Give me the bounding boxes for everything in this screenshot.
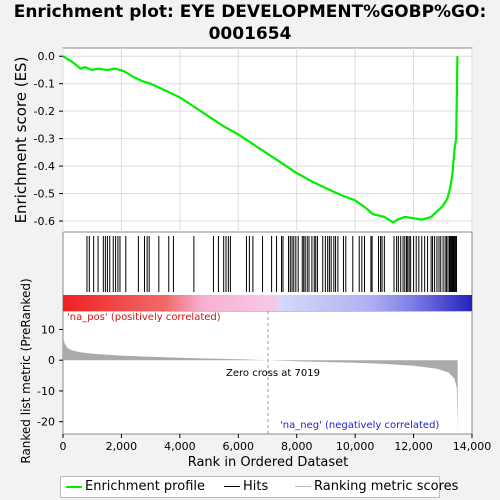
x-tick-label: 10,000 xyxy=(336,440,375,453)
hit-marks xyxy=(86,236,458,292)
x-tick-label: 6,000 xyxy=(223,440,255,453)
rank-x-axis: 0 2,000 4,000 6,000 8,000 10,000 12,000 14,000 xyxy=(60,434,492,453)
legend-hits-swatch xyxy=(224,486,240,487)
es-tick-label: -0.1 xyxy=(34,78,55,91)
es-tick-label: -0.2 xyxy=(34,105,55,118)
x-tick-label: 14,000 xyxy=(453,440,492,453)
negative-correlation-label: 'na_neg' (negatively correlated) xyxy=(280,420,439,431)
x-axis-label: Rank in Ordered Dataset xyxy=(188,455,349,470)
x-tick-label: 2,000 xyxy=(106,440,138,453)
legend: Enrichment profile Hits Ranking metric s… xyxy=(60,476,458,498)
chart-title-line2: 0001654 xyxy=(208,24,292,44)
x-tick-label: 4,000 xyxy=(164,440,196,453)
x-tick-label: 12,000 xyxy=(394,440,433,453)
metric-area xyxy=(63,311,458,434)
metric-tick-label: -10 xyxy=(37,385,55,398)
metric-y-axis: 10 0 -10 -20 xyxy=(37,323,63,429)
es-y-axis: 0.0 -0.1 -0.2 -0.3 -0.4 -0.5 -0.6 xyxy=(34,50,63,228)
x-tick-label: 0 xyxy=(60,440,67,453)
es-tick-label: -0.5 xyxy=(34,188,55,201)
zero-cross-label: Zero cross at 7019 xyxy=(226,368,320,379)
legend-es-label: Enrichment profile xyxy=(85,479,205,494)
metric-panel xyxy=(62,310,473,435)
rank-colorbar xyxy=(63,295,472,311)
metric-tick-label: 10 xyxy=(41,323,55,336)
es-tick-label: -0.6 xyxy=(34,215,55,228)
chart-title-line1: Enrichment plot: EYE DEVELOPMENT%GOBP%GO… xyxy=(13,2,487,22)
legend-metric-swatch xyxy=(295,486,311,487)
x-tick-label: 8,000 xyxy=(281,440,313,453)
es-tick-label: -0.3 xyxy=(34,133,55,146)
metric-tick-label: 0 xyxy=(48,354,55,367)
legend-metric-label: Ranking metric scores xyxy=(314,479,459,494)
es-panel xyxy=(62,47,473,233)
enrichment-profile-line xyxy=(62,55,459,224)
metric-y-label: Ranked list metric (PreRanked) xyxy=(19,278,33,463)
es-tick-label: 0.0 xyxy=(38,50,56,63)
metric-area-fill xyxy=(63,335,458,431)
es-tick-label: -0.4 xyxy=(34,160,55,173)
metric-tick-label: -20 xyxy=(37,416,55,429)
legend-es-swatch xyxy=(66,486,82,488)
positive-correlation-label: 'na_pos' (positively correlated) xyxy=(67,312,221,323)
legend-hits-label: Hits xyxy=(243,479,269,494)
es-y-label: Enrichment score (ES) xyxy=(12,57,30,224)
es-gridlines xyxy=(62,48,473,232)
